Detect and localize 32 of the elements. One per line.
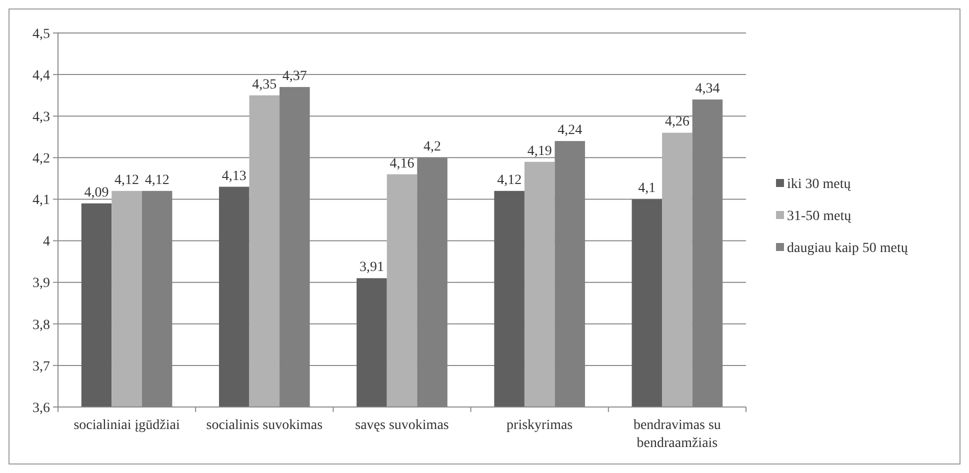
y-tick-label: 4: [43, 234, 50, 250]
y-tick-label: 4,5: [32, 26, 50, 42]
y-tick-label: 3,7: [32, 359, 50, 374]
y-tick-label: 4,3: [32, 110, 50, 126]
x-tick-label: bendravimas su bendraamžiais: [633, 418, 721, 451]
data-label: 4,13: [222, 168, 246, 184]
data-label: 4,2: [424, 140, 442, 155]
x-tick-label: socialiniai įgūdžiai: [74, 418, 180, 433]
y-tick-label: 3,9: [32, 276, 50, 292]
data-label: 4,26: [664, 114, 690, 130]
y-tick-label: 4,4: [32, 68, 50, 84]
legend-label: iki 30 metų: [787, 177, 851, 192]
data-label: 4,09: [84, 185, 109, 200]
legend-label: 31-50 metų: [787, 209, 852, 224]
y-tick-label: 3,6: [32, 400, 50, 416]
data-label: 4,24: [558, 123, 582, 138]
data-label: 4,35: [252, 77, 277, 92]
x-tick-label: priskyrimas: [506, 418, 573, 433]
data-label: 4,19: [527, 144, 552, 159]
data-label: 4,34: [695, 81, 720, 96]
data-label: 4,1: [638, 181, 656, 196]
x-tick-label: savęs suvokimas: [355, 418, 449, 433]
data-label: 3,91: [359, 260, 384, 276]
data-label: 4,12: [114, 172, 140, 188]
data-label: 4,16: [390, 156, 414, 172]
data-label: 4,12: [144, 172, 170, 188]
y-tick-label: 4,1: [32, 193, 50, 208]
y-tick-label: 3,8: [32, 318, 50, 333]
x-tick-label: socialinis suvokimas: [206, 418, 323, 433]
legend-label: daugiau kaip 50 metų: [787, 241, 908, 256]
data-label: 4,12: [497, 172, 522, 188]
y-tick-label: 4,2: [32, 152, 50, 167]
